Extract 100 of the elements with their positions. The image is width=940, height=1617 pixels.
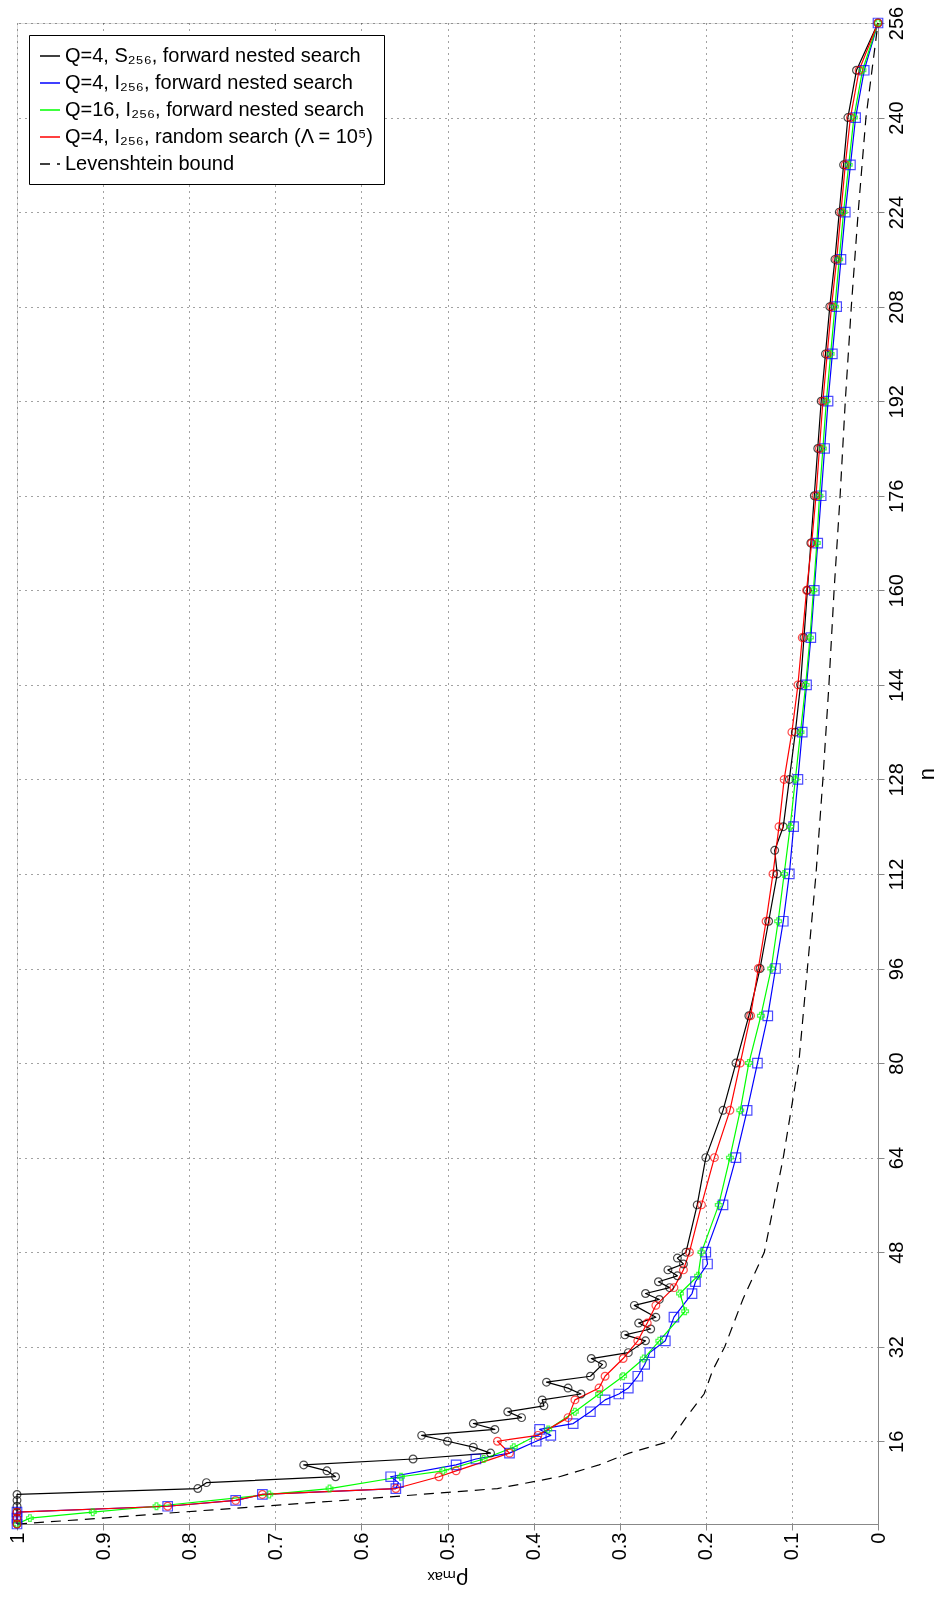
legend-label: Q=4, I₂₅₆, forward nested search <box>65 71 353 93</box>
point <box>678 1265 688 1275</box>
point <box>774 822 784 832</box>
y-tick-label: 96 <box>884 957 907 981</box>
point <box>25 1514 34 1523</box>
point <box>681 1307 690 1316</box>
x-tick-label: 0 <box>866 1532 889 1544</box>
point <box>325 1484 334 1493</box>
point <box>545 1430 557 1441</box>
y-tick-label: 16 <box>884 1430 907 1453</box>
point <box>613 1388 625 1400</box>
point <box>725 1105 735 1115</box>
point <box>651 1300 661 1310</box>
point <box>770 963 781 974</box>
point <box>697 1248 706 1257</box>
point <box>777 915 789 927</box>
point <box>686 1288 698 1299</box>
point <box>774 917 783 926</box>
x-tick-label: 0.6 <box>349 1532 372 1561</box>
point <box>618 1354 628 1363</box>
point <box>544 1425 553 1434</box>
point <box>639 1359 651 1370</box>
legend-label: Levenshtein bound <box>65 152 235 174</box>
point <box>639 1354 648 1363</box>
point <box>700 1246 712 1258</box>
x-tick-label: 0.3 <box>608 1532 631 1561</box>
point <box>725 1153 734 1162</box>
point <box>534 1424 545 1435</box>
point <box>788 821 799 833</box>
point <box>697 1200 706 1210</box>
point <box>735 1058 745 1068</box>
legend-label: Q=4, S₂₅₆, forward nested search <box>65 44 361 66</box>
point <box>676 1289 684 1298</box>
point <box>779 774 789 784</box>
point <box>655 1336 664 1345</box>
y-tick-label: 80 <box>884 1052 907 1075</box>
point <box>694 1271 703 1280</box>
point <box>736 1106 745 1115</box>
point <box>439 1466 448 1475</box>
point <box>585 1406 596 1418</box>
point <box>152 1502 161 1511</box>
point <box>744 1059 753 1068</box>
x-tick-label: 0.5 <box>436 1532 458 1561</box>
legend-label: Q=4, I₂₅₆, random search (Λ = 10⁵) <box>65 125 373 147</box>
point <box>762 1010 774 1022</box>
point <box>767 964 776 973</box>
point <box>533 1430 543 1440</box>
y-axis-title: n <box>913 767 939 781</box>
point <box>385 1471 397 1483</box>
point <box>397 1472 405 1481</box>
point <box>752 1057 763 1069</box>
point <box>756 1011 765 1020</box>
legend-label: Q=16, I₂₅₆, forward nested search <box>65 98 365 120</box>
point <box>570 1395 580 1405</box>
point <box>600 1371 610 1381</box>
point <box>434 1472 444 1482</box>
point <box>659 1335 671 1347</box>
y-tick-label: 192 <box>884 385 907 419</box>
y-tick-label: 240 <box>884 101 907 135</box>
x-tick-label: 0.8 <box>177 1532 200 1561</box>
point <box>492 1436 502 1446</box>
point <box>393 1477 404 1488</box>
point <box>594 1383 604 1393</box>
point <box>619 1372 628 1381</box>
point <box>595 1390 603 1398</box>
y-tick-label: 64 <box>884 1146 907 1170</box>
point <box>780 870 789 878</box>
y-tick-label: 160 <box>884 574 907 608</box>
point <box>714 1200 723 1209</box>
point <box>470 1453 482 1465</box>
point <box>741 1105 753 1116</box>
point <box>509 1443 518 1452</box>
y-tick-label: 144 <box>884 668 907 703</box>
point <box>265 1490 274 1499</box>
y-tick-label: 48 <box>884 1241 907 1264</box>
y-tick-label: 224 <box>884 195 907 230</box>
point <box>792 774 804 785</box>
point <box>668 1311 680 1323</box>
point <box>768 869 778 879</box>
point <box>530 1435 542 1447</box>
x-tick-label: 0.2 <box>694 1532 717 1561</box>
y-tick-label: 112 <box>884 858 907 891</box>
point <box>831 301 843 312</box>
point <box>567 1418 579 1429</box>
point <box>644 1347 656 1358</box>
point <box>709 1153 719 1163</box>
point <box>783 868 795 880</box>
point <box>717 1199 729 1211</box>
point <box>632 1370 644 1382</box>
point <box>730 1152 742 1163</box>
y-tick-label: 256 <box>884 6 907 41</box>
point <box>450 1459 462 1471</box>
y-tick-label: 208 <box>884 290 907 324</box>
point <box>563 1413 573 1423</box>
point <box>786 822 795 831</box>
x-tick-label: 0.7 <box>263 1532 286 1561</box>
point <box>669 1283 679 1293</box>
point <box>88 1508 97 1517</box>
point <box>451 1466 461 1476</box>
point <box>622 1382 634 1394</box>
